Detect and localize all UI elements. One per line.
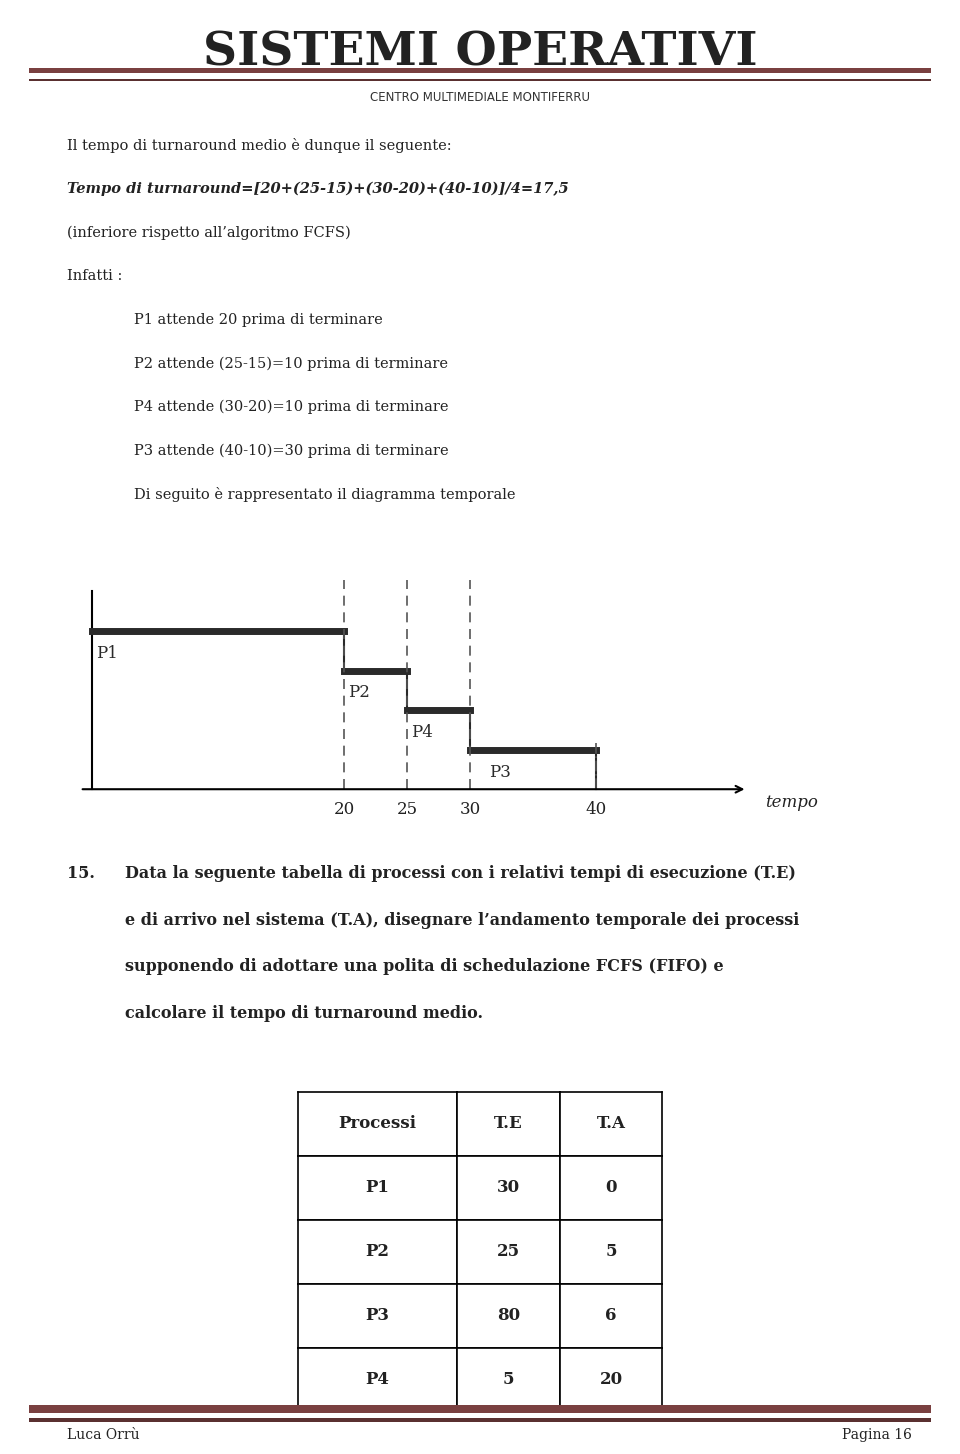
Text: supponendo di adottare una polita di schedulazione FCFS (FIFO) e: supponendo di adottare una polita di sch… xyxy=(125,958,724,976)
Text: P2: P2 xyxy=(348,685,370,701)
Text: 30: 30 xyxy=(497,1179,520,1197)
Text: Infatti :: Infatti : xyxy=(67,269,123,284)
Text: T.A: T.A xyxy=(596,1115,626,1133)
Text: P3: P3 xyxy=(490,763,511,781)
Text: e di arrivo nel sistema (T.A), disegnare l’andamento temporale dei processi: e di arrivo nel sistema (T.A), disegnare… xyxy=(125,912,799,929)
Text: 25: 25 xyxy=(396,801,418,819)
Text: 0: 0 xyxy=(606,1179,617,1197)
Text: Processi: Processi xyxy=(338,1115,417,1133)
Bar xyxy=(29,1406,931,1413)
Text: 20: 20 xyxy=(600,1371,623,1389)
Text: P1: P1 xyxy=(96,644,118,662)
Text: P1 attende 20 prima di terminare: P1 attende 20 prima di terminare xyxy=(134,313,383,327)
Bar xyxy=(29,68,931,73)
Text: 15.: 15. xyxy=(67,865,95,883)
Text: 5: 5 xyxy=(503,1371,515,1389)
Text: 5: 5 xyxy=(606,1243,617,1261)
Text: Pagina 16: Pagina 16 xyxy=(842,1428,912,1442)
Text: 25: 25 xyxy=(497,1243,520,1261)
Text: P4: P4 xyxy=(366,1371,390,1389)
Text: T.E: T.E xyxy=(494,1115,523,1133)
Text: Di seguito è rappresentato il diagramma temporale: Di seguito è rappresentato il diagramma … xyxy=(134,487,516,502)
Text: P3 attende (40-10)=30 prima di terminare: P3 attende (40-10)=30 prima di terminare xyxy=(134,443,449,458)
Text: 40: 40 xyxy=(586,801,607,819)
Text: P1: P1 xyxy=(366,1179,390,1197)
Text: (inferiore rispetto all’algoritmo FCFS): (inferiore rispetto all’algoritmo FCFS) xyxy=(67,225,351,240)
Text: P3: P3 xyxy=(366,1307,390,1325)
Text: Tempo di turnaround=[20+(25-15)+(30-20)+(40-10)]/4=17,5: Tempo di turnaround=[20+(25-15)+(30-20)+… xyxy=(67,182,569,196)
Text: Luca Orrù: Luca Orrù xyxy=(67,1428,140,1442)
Text: P2: P2 xyxy=(366,1243,390,1261)
Bar xyxy=(29,79,931,81)
Text: Data la seguente tabella di processi con i relativi tempi di esecuzione (T.E): Data la seguente tabella di processi con… xyxy=(125,865,796,883)
Text: 30: 30 xyxy=(460,801,481,819)
Text: calcolare il tempo di turnaround medio.: calcolare il tempo di turnaround medio. xyxy=(125,1005,483,1022)
Text: tempo: tempo xyxy=(765,794,818,811)
Bar xyxy=(29,1418,931,1422)
Text: P4: P4 xyxy=(411,724,433,742)
Text: CENTRO MULTIMEDIALE MONTIFERRU: CENTRO MULTIMEDIALE MONTIFERRU xyxy=(370,92,590,103)
Text: SISTEMI OPERATIVI: SISTEMI OPERATIVI xyxy=(203,29,757,76)
Text: P4 attende (30-20)=10 prima di terminare: P4 attende (30-20)=10 prima di terminare xyxy=(134,400,449,414)
Text: 80: 80 xyxy=(497,1307,520,1325)
Text: Il tempo di turnaround medio è dunque il seguente:: Il tempo di turnaround medio è dunque il… xyxy=(67,138,452,153)
Text: 6: 6 xyxy=(606,1307,617,1325)
Text: 20: 20 xyxy=(334,801,355,819)
Text: P2 attende (25-15)=10 prima di terminare: P2 attende (25-15)=10 prima di terminare xyxy=(134,356,448,371)
